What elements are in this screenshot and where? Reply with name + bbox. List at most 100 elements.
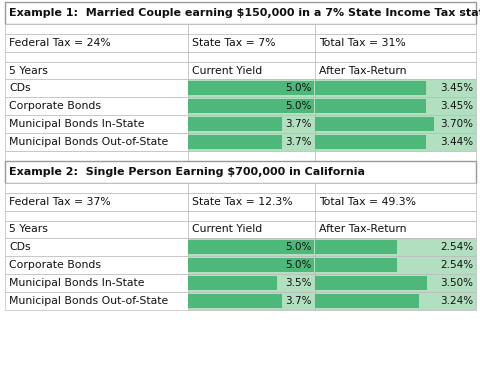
Text: 3.70%: 3.70% bbox=[439, 119, 472, 129]
Bar bbox=[314, 274, 475, 292]
Bar bbox=[5, 62, 188, 79]
Bar bbox=[314, 256, 475, 274]
Bar bbox=[5, 274, 188, 292]
Text: 3.24%: 3.24% bbox=[439, 296, 472, 306]
Bar bbox=[188, 256, 314, 274]
Bar bbox=[188, 183, 314, 193]
Bar bbox=[5, 52, 188, 62]
Bar bbox=[315, 99, 425, 113]
Text: 3.45%: 3.45% bbox=[439, 101, 472, 111]
Bar bbox=[188, 238, 314, 256]
Bar bbox=[315, 258, 396, 272]
Text: Federal Tax = 37%: Federal Tax = 37% bbox=[9, 197, 110, 207]
Bar bbox=[314, 79, 475, 97]
Bar bbox=[5, 238, 188, 256]
Bar bbox=[188, 135, 281, 149]
Bar bbox=[5, 24, 188, 34]
Bar bbox=[188, 34, 314, 52]
Bar bbox=[188, 115, 314, 133]
Text: Total Tax = 49.3%: Total Tax = 49.3% bbox=[318, 197, 415, 207]
Text: After Tax-Return: After Tax-Return bbox=[318, 66, 406, 76]
Bar bbox=[188, 276, 276, 290]
Text: State Tax = 12.3%: State Tax = 12.3% bbox=[192, 197, 292, 207]
Text: 2.54%: 2.54% bbox=[439, 260, 472, 270]
Text: Municipal Bonds In-State: Municipal Bonds In-State bbox=[9, 119, 144, 129]
Text: Total Tax = 31%: Total Tax = 31% bbox=[318, 38, 405, 48]
Text: 5.0%: 5.0% bbox=[285, 260, 312, 270]
Bar bbox=[314, 183, 475, 193]
Bar bbox=[314, 193, 475, 211]
Text: 3.50%: 3.50% bbox=[439, 278, 472, 288]
Bar bbox=[315, 117, 433, 131]
Text: 5.0%: 5.0% bbox=[285, 83, 312, 93]
Text: CDs: CDs bbox=[9, 83, 31, 93]
Bar bbox=[5, 133, 188, 151]
Text: Corporate Bonds: Corporate Bonds bbox=[9, 260, 101, 270]
Bar bbox=[5, 221, 188, 238]
Bar bbox=[188, 240, 314, 254]
Bar bbox=[188, 193, 314, 211]
Bar bbox=[314, 34, 475, 52]
Bar bbox=[188, 151, 314, 161]
Bar bbox=[188, 99, 314, 113]
Bar bbox=[315, 135, 425, 149]
Bar bbox=[314, 62, 475, 79]
Bar bbox=[5, 256, 188, 274]
Text: State Tax = 7%: State Tax = 7% bbox=[192, 38, 275, 48]
Bar bbox=[188, 292, 314, 310]
Bar bbox=[5, 79, 188, 97]
Text: 5 Years: 5 Years bbox=[9, 225, 48, 234]
Text: After Tax-Return: After Tax-Return bbox=[318, 225, 406, 234]
Text: Corporate Bonds: Corporate Bonds bbox=[9, 101, 101, 111]
Text: 3.44%: 3.44% bbox=[439, 137, 472, 147]
Bar bbox=[5, 211, 188, 221]
Bar bbox=[315, 240, 396, 254]
Bar bbox=[5, 151, 188, 161]
Bar bbox=[5, 183, 188, 193]
Bar bbox=[188, 294, 281, 308]
Bar bbox=[188, 62, 314, 79]
Text: Example 2:  Single Person Earning $700,000 in California: Example 2: Single Person Earning $700,00… bbox=[9, 167, 364, 177]
Text: 3.7%: 3.7% bbox=[285, 296, 312, 306]
Bar bbox=[5, 193, 188, 211]
Bar bbox=[188, 79, 314, 97]
Text: Federal Tax = 24%: Federal Tax = 24% bbox=[9, 38, 110, 48]
Bar bbox=[188, 52, 314, 62]
Bar bbox=[314, 115, 475, 133]
Text: 5 Years: 5 Years bbox=[9, 66, 48, 76]
Text: 2.54%: 2.54% bbox=[439, 242, 472, 252]
Bar bbox=[188, 117, 281, 131]
Text: 3.45%: 3.45% bbox=[439, 83, 472, 93]
Bar bbox=[5, 161, 475, 183]
Text: Current Yield: Current Yield bbox=[192, 225, 262, 234]
Bar bbox=[5, 34, 188, 52]
Bar bbox=[188, 274, 314, 292]
Bar bbox=[5, 97, 188, 115]
Text: Municipal Bonds Out-of-State: Municipal Bonds Out-of-State bbox=[9, 296, 168, 306]
Bar bbox=[5, 2, 475, 24]
Bar bbox=[314, 97, 475, 115]
Bar bbox=[5, 292, 188, 310]
Text: Example 1:  Married Couple earning $150,000 in a 7% State Income Tax state: Example 1: Married Couple earning $150,0… bbox=[9, 8, 480, 18]
Text: 3.7%: 3.7% bbox=[285, 119, 312, 129]
Text: 3.7%: 3.7% bbox=[285, 137, 312, 147]
Text: CDs: CDs bbox=[9, 242, 31, 252]
Bar bbox=[314, 133, 475, 151]
Bar bbox=[314, 292, 475, 310]
Bar bbox=[314, 52, 475, 62]
Bar bbox=[314, 151, 475, 161]
Bar bbox=[188, 81, 314, 95]
Bar bbox=[315, 81, 425, 95]
Bar bbox=[314, 211, 475, 221]
Bar bbox=[315, 294, 418, 308]
Bar bbox=[188, 258, 314, 272]
Bar bbox=[314, 221, 475, 238]
Bar bbox=[188, 133, 314, 151]
Text: Current Yield: Current Yield bbox=[192, 66, 262, 76]
Text: 3.5%: 3.5% bbox=[285, 278, 312, 288]
Bar bbox=[188, 211, 314, 221]
Bar bbox=[5, 115, 188, 133]
Bar bbox=[315, 276, 427, 290]
Text: Municipal Bonds Out-of-State: Municipal Bonds Out-of-State bbox=[9, 137, 168, 147]
Bar bbox=[188, 97, 314, 115]
